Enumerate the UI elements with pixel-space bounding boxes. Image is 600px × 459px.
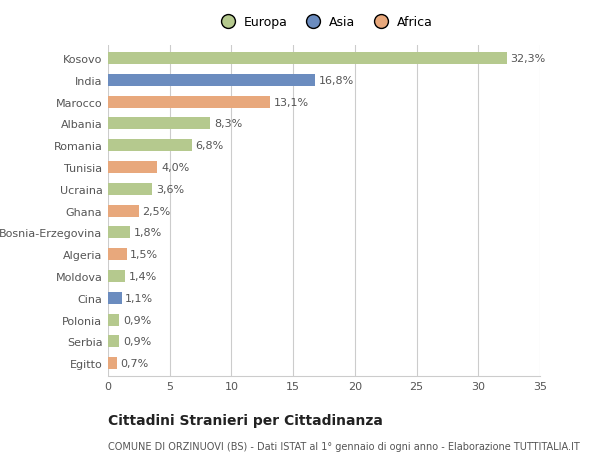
Text: 4,0%: 4,0% bbox=[161, 162, 190, 173]
Text: 0,9%: 0,9% bbox=[123, 315, 151, 325]
Bar bbox=[108, 249, 127, 261]
Text: 0,9%: 0,9% bbox=[123, 336, 151, 347]
Bar bbox=[108, 336, 119, 347]
Bar bbox=[108, 227, 130, 239]
Bar bbox=[108, 140, 192, 152]
Bar bbox=[108, 162, 157, 174]
Bar bbox=[108, 205, 139, 217]
Bar bbox=[108, 53, 506, 65]
Text: 16,8%: 16,8% bbox=[319, 76, 355, 86]
Text: COMUNE DI ORZINUOVI (BS) - Dati ISTAT al 1° gennaio di ogni anno - Elaborazione : COMUNE DI ORZINUOVI (BS) - Dati ISTAT al… bbox=[108, 441, 580, 451]
Text: 1,5%: 1,5% bbox=[130, 250, 158, 260]
Text: 3,6%: 3,6% bbox=[156, 185, 184, 195]
Text: 8,3%: 8,3% bbox=[214, 119, 242, 129]
Text: 13,1%: 13,1% bbox=[274, 97, 308, 107]
Legend: Europa, Asia, Africa: Europa, Asia, Africa bbox=[212, 12, 436, 33]
Bar bbox=[108, 184, 152, 196]
Text: 1,8%: 1,8% bbox=[134, 228, 162, 238]
Text: 2,5%: 2,5% bbox=[143, 206, 171, 216]
Bar bbox=[108, 358, 116, 369]
Text: 32,3%: 32,3% bbox=[511, 54, 545, 64]
Bar bbox=[108, 118, 211, 130]
Bar bbox=[108, 270, 125, 282]
Bar bbox=[108, 96, 269, 108]
Text: 1,1%: 1,1% bbox=[125, 293, 154, 303]
Bar bbox=[108, 75, 316, 87]
Bar bbox=[108, 292, 122, 304]
Text: 6,8%: 6,8% bbox=[196, 141, 224, 151]
Text: Cittadini Stranieri per Cittadinanza: Cittadini Stranieri per Cittadinanza bbox=[108, 413, 383, 427]
Text: 1,4%: 1,4% bbox=[129, 271, 157, 281]
Text: 0,7%: 0,7% bbox=[121, 358, 149, 368]
Bar bbox=[108, 314, 119, 326]
